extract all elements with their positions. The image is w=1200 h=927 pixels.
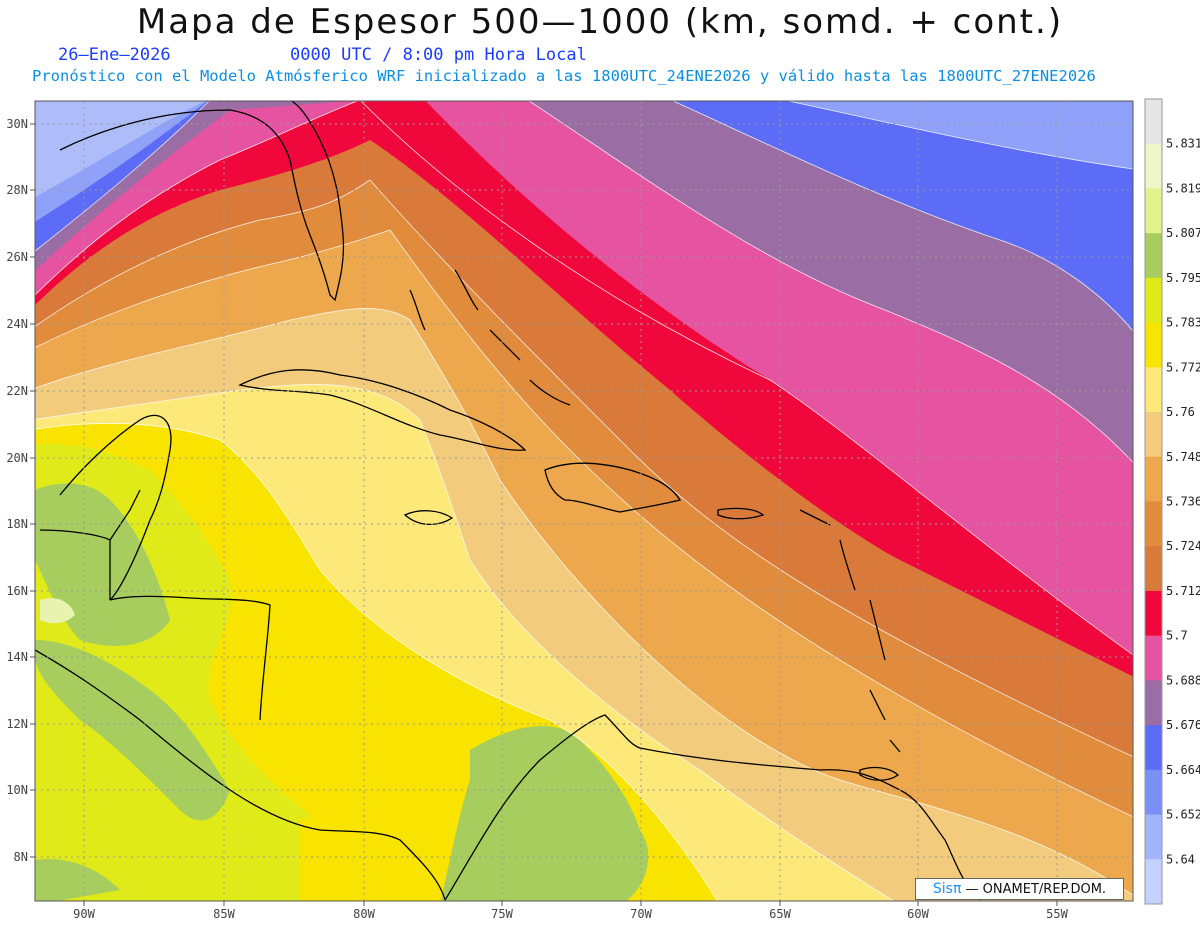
colorbar-swatch <box>1145 859 1162 905</box>
green-patch-small <box>40 598 75 624</box>
lat-label: 14N <box>6 650 28 664</box>
colorbar-label: 5.652 <box>1166 808 1200 822</box>
colorbar-label: 5.724 <box>1166 539 1200 553</box>
map-plot-area <box>35 101 1133 901</box>
colorbar-swatch <box>1145 590 1162 637</box>
colorbar-swatch <box>1145 546 1162 592</box>
colorbar-swatch <box>1145 680 1162 726</box>
coast-florida <box>59 101 345 302</box>
map-title: Mapa de Espesor 500—1000 (km, somd. + co… <box>136 2 1064 42</box>
colorbar-swatch <box>1145 635 1162 681</box>
lon-axis: 90W 85W 80W 75W 70W 65W 60W 55W <box>73 907 1068 921</box>
colorbar-label: 5.783 <box>1166 316 1200 330</box>
coast-hispaniola <box>544 462 682 513</box>
coast-cuba <box>238 369 527 451</box>
lat-label: 16N <box>6 584 28 598</box>
lat-label: 30N <box>6 117 28 131</box>
lon-label: 55W <box>1046 907 1068 921</box>
coast-trinidad <box>859 766 900 781</box>
lon-label: 65W <box>769 907 791 921</box>
colorbar-swatch <box>1145 456 1162 502</box>
lat-label: 20N <box>6 451 28 465</box>
coast-yucatan <box>59 414 172 601</box>
lon-label: 75W <box>491 907 513 921</box>
colorbar-swatch <box>1145 277 1162 324</box>
colorbar-swatch <box>1145 188 1162 234</box>
credit-box: Sisπ — ONAMET/REP.DOM. <box>915 878 1124 900</box>
lat-label: 22N <box>6 384 28 398</box>
colorbar-label: 5.688 <box>1166 673 1200 687</box>
colorbar-swatch <box>1145 501 1162 547</box>
lat-label: 28N <box>6 183 28 197</box>
colorbar-label: 5.676 <box>1166 718 1200 732</box>
contour-lines <box>35 101 1133 901</box>
coast-guatemala-border <box>39 489 141 600</box>
colorbar-swatch <box>1145 412 1162 458</box>
colorbar-label: 5.748 <box>1166 450 1200 464</box>
coast-honduras <box>109 595 271 721</box>
green-patch-south <box>35 859 120 901</box>
coast-antilles <box>799 509 901 753</box>
colorbar-label: 5.712 <box>1166 584 1200 598</box>
colorbar-label: 5.64 <box>1166 852 1195 866</box>
lat-label: 8N <box>14 850 28 864</box>
colorbar-label: 5.807 <box>1166 226 1200 240</box>
colorbar-label: 5.76 <box>1166 405 1195 419</box>
lat-label: 10N <box>6 783 28 797</box>
colorbar-label: 5.795 <box>1166 271 1200 285</box>
colorbar-swatch <box>1145 143 1162 189</box>
colorbar-swatch <box>1145 814 1162 860</box>
lat-label: 12N <box>6 717 28 731</box>
credit-org: — ONAMET/REP.DOM. <box>965 882 1107 897</box>
map-frame <box>34 100 1134 902</box>
sispi-logo: Sisπ <box>932 881 962 897</box>
valid-time: 0000 UTC / 8:00 pm Hora Local <box>290 45 587 65</box>
colorbar-label: 5.772 <box>1166 360 1200 374</box>
lat-label: 24N <box>6 317 28 331</box>
coast-bahamas <box>409 269 571 406</box>
coastlines <box>35 101 981 901</box>
lon-ticks <box>83 901 1058 906</box>
band-5783 <box>35 443 493 901</box>
colorbar-label: 5.831 <box>1166 137 1200 151</box>
lat-lon-grid <box>35 101 1133 901</box>
lon-label: 60W <box>907 907 929 921</box>
forecast-date: 26—Ene—2026 <box>58 45 171 65</box>
green-patch-centralam <box>35 640 230 821</box>
coast-southam <box>444 714 981 901</box>
colorbar-frame <box>1144 98 1163 905</box>
colorbar-swatch <box>1145 725 1162 771</box>
colorbar-label: 5.664 <box>1166 763 1200 777</box>
lat-label: 18N <box>6 517 28 531</box>
colorbar-label: 5.7 <box>1166 629 1188 643</box>
colorbar-swatch <box>1145 99 1162 145</box>
model-subtitle: Pronóstico con el Modelo Atmósferico WRF… <box>32 67 1096 85</box>
lon-label: 90W <box>73 907 95 921</box>
lat-ticks <box>30 123 35 858</box>
coast-jamaica <box>403 510 454 526</box>
lon-label: 70W <box>630 907 652 921</box>
coast-puertorico <box>717 507 765 520</box>
colorbar: 5.831 5.819 5.807 5.795 5.783 5.772 5.76 5.748 5… <box>1144 98 1200 905</box>
coast-centralam <box>35 649 446 901</box>
colorbar-swatch <box>1145 367 1162 413</box>
lat-axis: 30N 28N 26N 24N 22N 20N 18N 16N 14N 12N … <box>6 117 28 864</box>
lon-label: 85W <box>213 907 235 921</box>
colorbar-swatch <box>1145 322 1162 368</box>
colorbar-swatch <box>1145 769 1162 816</box>
lon-label: 80W <box>353 907 375 921</box>
colorbar-label: 5.819 <box>1166 181 1200 195</box>
colorbar-label: 5.736 <box>1166 495 1200 509</box>
lat-label: 26N <box>6 250 28 264</box>
colorbar-swatch <box>1145 233 1162 279</box>
